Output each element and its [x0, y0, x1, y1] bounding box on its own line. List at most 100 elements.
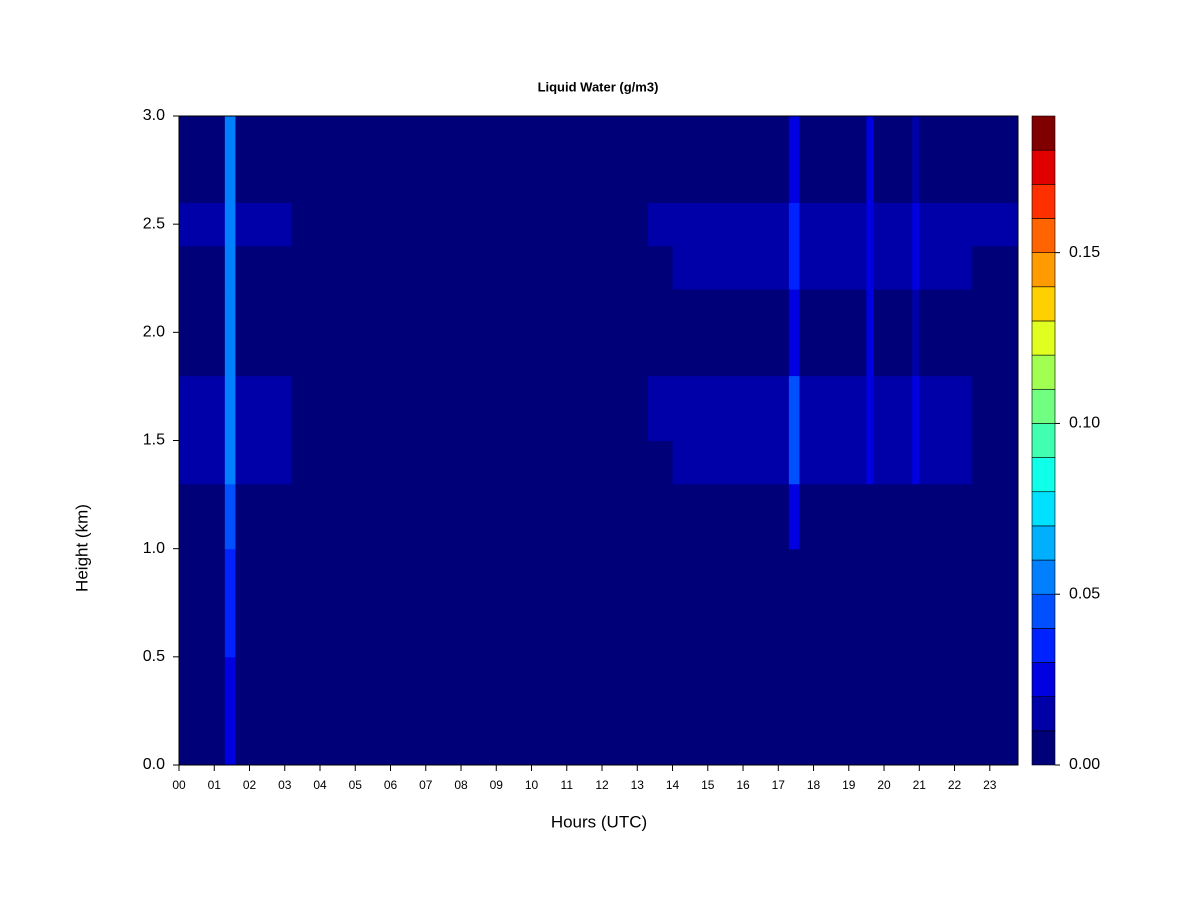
x-tick-label: 01: [208, 778, 222, 792]
heatmap-cell: [912, 245, 920, 290]
heatmap-cell: [972, 375, 1019, 441]
y-tick-label: 0.0: [143, 756, 165, 773]
heatmap-cell: [647, 245, 674, 290]
heatmap-cell: [919, 656, 973, 766]
heatmap-cell: [291, 202, 649, 247]
heatmap-cell: [799, 440, 867, 485]
heatmap-cell: [788, 116, 800, 204]
heatmap-cell: [799, 245, 867, 290]
heatmap-cell: [972, 483, 1019, 550]
heatmap-cell: [672, 548, 790, 658]
colorbar-tick-label: 0.00: [1069, 756, 1100, 773]
heatmap-cell: [788, 656, 800, 766]
colorbar-box: [1031, 252, 1056, 288]
colorbar-box: [1031, 525, 1056, 561]
heatmap-cell: [788, 245, 800, 290]
heatmap-cell: [912, 440, 920, 485]
heatmap-cell: [224, 116, 236, 204]
colorbar-box: [1031, 628, 1056, 663]
heatmap-cell: [235, 116, 293, 204]
x-tick-label: 22: [948, 778, 962, 792]
heatmap-cell: [866, 440, 874, 485]
heatmap-cell: [179, 440, 226, 485]
heatmap-cell: [224, 375, 236, 441]
heatmap-cell: [224, 656, 236, 766]
heatmap-cell: [224, 245, 236, 290]
heatmap-cell: [672, 245, 790, 290]
heatmap-cell: [799, 202, 867, 247]
colorbar-box: [1031, 354, 1056, 390]
heatmap-cell: [291, 548, 649, 658]
x-tick-label: 07: [419, 778, 433, 792]
heatmap-cell: [972, 548, 1019, 658]
heatmap-cell: [873, 548, 913, 658]
heatmap-cell: [672, 202, 790, 247]
heatmap-cell: [235, 483, 293, 550]
x-tick-label: 18: [807, 778, 821, 792]
chart-title: Liquid Water (g/m3): [538, 79, 659, 94]
colorbar-box: [1031, 662, 1056, 697]
heatmap-cell: [788, 440, 800, 485]
colorbar-box: [1031, 184, 1056, 219]
heatmap-cell: [873, 656, 913, 766]
y-tick-label: 0.5: [143, 648, 165, 665]
heatmap-cell: [873, 289, 913, 377]
heatmap-cell: [912, 202, 920, 247]
x-tick-label: 04: [313, 778, 327, 792]
heatmap-cell: [672, 483, 790, 550]
heatmap-cell: [866, 656, 874, 766]
x-tick-label: 03: [278, 778, 292, 792]
heatmap-cell: [179, 202, 226, 247]
heatmap-cell: [912, 375, 920, 441]
y-tick-label: 1.0: [143, 540, 165, 557]
heatmap-cell: [866, 548, 874, 658]
x-tick-label: 09: [490, 778, 504, 792]
y-tick-label: 2.5: [143, 215, 165, 232]
heatmap-cell: [912, 116, 920, 204]
heatmap-cell: [647, 656, 674, 766]
heatmap-cell: [291, 483, 649, 550]
y-tick-label: 2.0: [143, 324, 165, 341]
x-axis-label: Hours (UTC): [551, 812, 647, 831]
x-tick-label: 19: [842, 778, 856, 792]
heatmap-cell: [179, 375, 226, 441]
heatmap-cell: [866, 289, 874, 377]
heatmap-cell: [647, 548, 674, 658]
colorbar-tick-label: 0.05: [1069, 585, 1100, 602]
heatmap-cell: [919, 116, 973, 204]
x-tick-label: 17: [772, 778, 786, 792]
heatmap-cell: [224, 202, 236, 247]
heatmap-cell: [799, 656, 867, 766]
heatmap-cell: [179, 245, 226, 290]
heatmap-cell: [873, 483, 913, 550]
colorbar-box: [1031, 218, 1056, 253]
heatmap-cell: [647, 289, 674, 377]
heatmap-cell: [972, 202, 1019, 247]
heatmap-cell: [672, 289, 790, 377]
x-tick-label: 23: [983, 778, 997, 792]
heatmap-cell: [866, 483, 874, 550]
heatmap-cell: [919, 548, 973, 658]
heatmap-cell: [873, 375, 913, 441]
heatmap-cell: [799, 116, 867, 204]
colorbar-tick-label: 0.10: [1069, 415, 1100, 432]
heatmap-cell: [647, 202, 674, 247]
heatmap-cell: [919, 483, 973, 550]
heatmap-cell: [647, 440, 674, 485]
heatmap-cell: [672, 375, 790, 441]
colorbar-box: [1031, 491, 1056, 527]
x-tick-label: 05: [349, 778, 363, 792]
heatmap-cell: [788, 289, 800, 377]
colorbar-box: [1031, 320, 1056, 356]
heatmap-cell: [235, 440, 293, 485]
colorbar-box: [1031, 593, 1056, 629]
heatmap-cell: [179, 116, 226, 204]
heatmap-cell: [912, 289, 920, 377]
heatmap-cell: [235, 245, 293, 290]
heatmap-cell: [873, 202, 913, 247]
heatmap-cell: [647, 483, 674, 550]
heatmap-cell: [291, 289, 649, 377]
heatmap-cell: [788, 483, 800, 550]
heatmap-cell: [224, 440, 236, 485]
